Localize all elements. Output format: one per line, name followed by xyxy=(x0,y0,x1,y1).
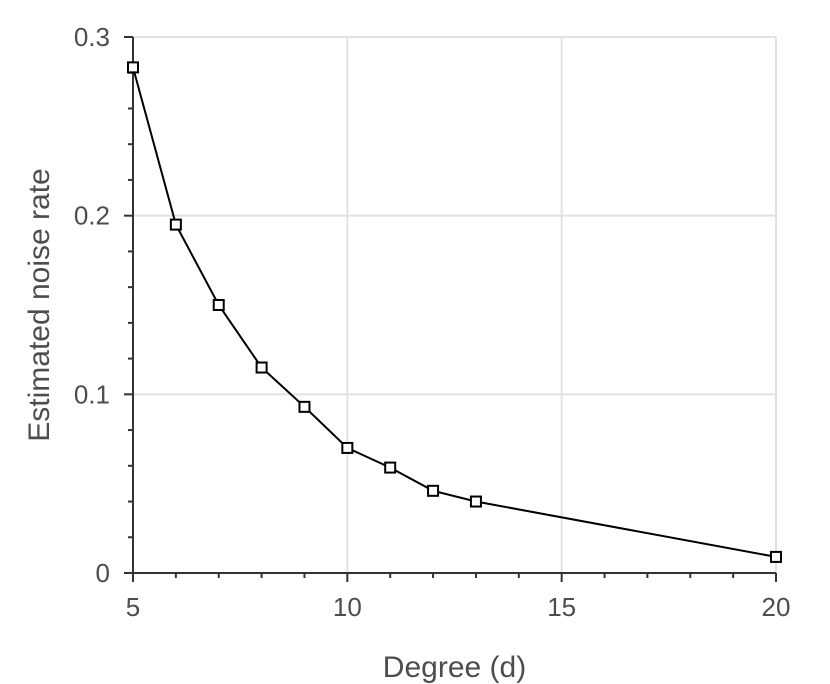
data-point-marker xyxy=(341,441,354,454)
series-line xyxy=(132,67,777,558)
data-series xyxy=(127,61,782,563)
data-point-marker xyxy=(427,484,440,497)
grid-lines xyxy=(133,36,777,573)
data-point-marker xyxy=(255,361,268,374)
tick-labels: 5 10 15 20 0 0.1 0.2 0.3 xyxy=(74,22,791,622)
x-tick-label: 15 xyxy=(547,592,576,622)
y-tick-label: 0.1 xyxy=(74,379,110,409)
data-point-marker xyxy=(169,218,182,231)
y-tick-label: 0.2 xyxy=(74,201,110,231)
axes xyxy=(124,36,777,582)
data-point-marker xyxy=(212,299,225,311)
x-tick-label: 5 xyxy=(126,592,140,622)
y-tick-label: 0.3 xyxy=(74,22,110,52)
x-tick-label: 10 xyxy=(333,592,362,622)
y-axis-title: Estimated noise rate xyxy=(23,168,56,441)
data-point-marker xyxy=(770,550,782,563)
x-tick-label: 20 xyxy=(762,592,791,622)
data-point-marker xyxy=(127,61,139,74)
data-point-marker xyxy=(384,461,397,474)
data-point-marker xyxy=(469,495,482,508)
y-tick-label: 0 xyxy=(96,558,110,588)
x-axis-title: Degree (d) xyxy=(383,651,526,684)
data-point-marker xyxy=(298,400,311,413)
